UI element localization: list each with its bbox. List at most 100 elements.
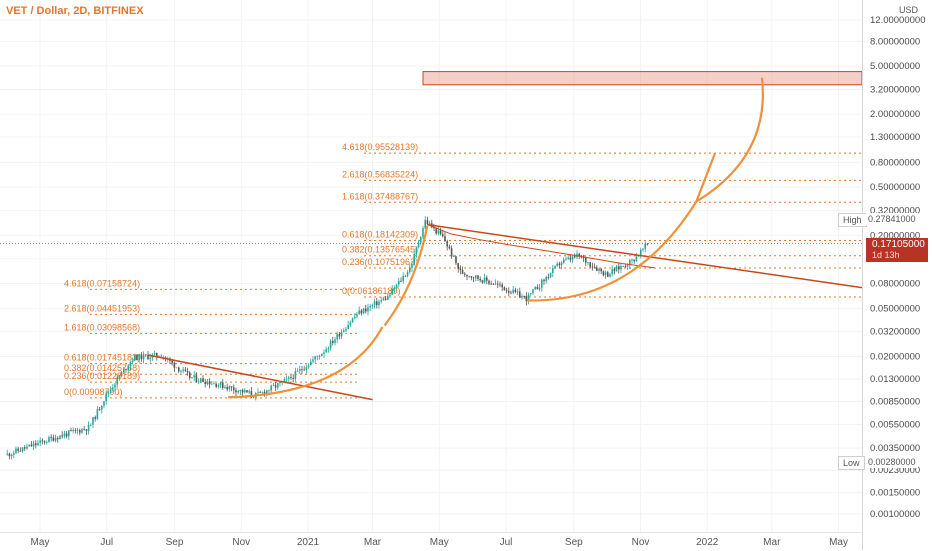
candle-body (15, 448, 17, 454)
candle-body (180, 370, 182, 372)
candle-body (228, 386, 231, 390)
candle-body (175, 367, 178, 369)
candle-body (419, 237, 422, 243)
candle-body (518, 291, 521, 298)
target-zone (422, 71, 863, 86)
candle-body (61, 435, 63, 437)
candle-body (501, 284, 503, 288)
candle-body (56, 438, 59, 440)
candle-body (87, 424, 90, 431)
candle-body (342, 330, 345, 333)
candle-body (19, 450, 22, 452)
trend-line-2-shadow (429, 224, 655, 269)
candle-body (378, 301, 380, 306)
drawings (0, 77, 863, 401)
candle-body (155, 352, 158, 357)
candle-body (582, 257, 585, 259)
candle-body (540, 279, 543, 288)
candle-body (461, 270, 464, 274)
candle-body (389, 294, 391, 296)
candle-body (250, 391, 253, 396)
candle-body (444, 236, 446, 242)
candle-body (272, 385, 275, 387)
candle-body (314, 356, 316, 360)
candle-body (521, 296, 523, 298)
candle-body (505, 290, 508, 292)
candle-body (615, 266, 618, 272)
candle-body (439, 230, 442, 235)
fib-level-label: 1.618(0.03098568) (64, 322, 140, 332)
fib-level-label: 1.618(0.37488767) (342, 191, 418, 201)
candle-body (589, 262, 591, 267)
candle-body (628, 259, 631, 266)
fib-level-label: 4.618(0.95528139) (342, 142, 418, 152)
candle-body (591, 266, 594, 268)
candle-body (604, 272, 607, 276)
candle-body (43, 441, 46, 443)
candle-body (573, 256, 576, 258)
candle-body (213, 383, 215, 385)
candle-body (116, 377, 118, 385)
candle-body (12, 453, 15, 455)
candle-body (569, 257, 572, 260)
candle-body (136, 355, 138, 361)
candle-body (129, 361, 132, 367)
last-price-value: 0.17105000 (872, 239, 925, 250)
candle-body (386, 295, 389, 300)
candle-body (204, 382, 206, 385)
candle-body (103, 401, 105, 406)
candle-body (39, 440, 41, 443)
candle-body (30, 444, 33, 447)
candle-body (298, 369, 301, 371)
fib-level-label: 0(0.00908790) (64, 387, 123, 397)
candle-body (72, 429, 74, 432)
candle-body (173, 362, 176, 368)
candle-body (358, 310, 360, 315)
candle-body (593, 267, 596, 268)
candle-body (215, 383, 217, 387)
fib-level-label: 0.382(0.01425768) (64, 363, 140, 373)
candle-body (32, 443, 35, 447)
candle-body (360, 310, 363, 314)
candle-body (21, 447, 24, 452)
candle-body (567, 257, 569, 259)
candle-body (316, 356, 319, 358)
candle-body (279, 381, 281, 384)
candle-body (171, 360, 173, 363)
fib-level-label: 0.618(0.18142309) (342, 229, 418, 239)
candle-body (261, 391, 264, 393)
candle-body (85, 429, 88, 431)
candle-body (624, 265, 627, 267)
candle-body (318, 356, 321, 357)
candle-body (94, 417, 96, 419)
time-axis[interactable] (0, 532, 862, 551)
candle-body (217, 385, 220, 387)
candle-body (336, 334, 338, 340)
candle-body (404, 276, 407, 277)
candle-body (415, 247, 418, 254)
candle-body (96, 409, 99, 419)
candle-body (127, 366, 129, 370)
candle-body (221, 382, 224, 388)
trend-line-1 (148, 354, 373, 401)
candle-body (263, 391, 266, 395)
candle-body (406, 272, 409, 277)
candle-body (232, 387, 235, 391)
candle-body (496, 283, 499, 285)
candle-body (338, 334, 341, 337)
candle-body (345, 328, 347, 331)
candle-body (433, 227, 435, 229)
arc-curve-2 (383, 225, 429, 327)
candle-body (17, 448, 19, 451)
candle-body (63, 433, 66, 437)
candle-body (37, 442, 39, 446)
candle-body (545, 277, 547, 282)
candle-body (283, 379, 286, 382)
candle-body (598, 268, 600, 271)
candle-body (534, 287, 536, 290)
candle-body (622, 265, 624, 267)
fib-level-label: 0.618(0.01745183) (64, 353, 140, 363)
candle-body (468, 276, 470, 277)
candle-body (125, 368, 127, 370)
